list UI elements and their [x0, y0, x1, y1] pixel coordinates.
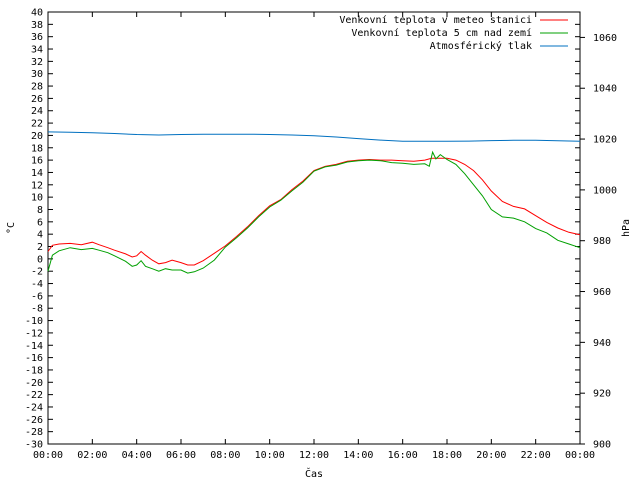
y-tick-label: 18 — [31, 143, 43, 154]
series-layer — [47, 131, 581, 274]
y-tick-label: -22 — [25, 390, 43, 401]
x-tick-label: 22:00 — [521, 450, 551, 461]
y-tick-label: -12 — [25, 328, 43, 339]
legend-label-pressure: Atmosférický tlak — [430, 40, 532, 52]
x-tick-label: 12:00 — [299, 450, 329, 461]
y2-tick-label: 1040 — [593, 84, 617, 95]
y-tick-label: -28 — [25, 427, 43, 438]
y2-tick-label: 1000 — [593, 185, 617, 196]
y-tick-label: -8 — [31, 304, 43, 315]
series-line-pressure — [47, 131, 581, 142]
y-tick-label: 38 — [31, 20, 43, 31]
y-tick-label: 36 — [31, 32, 43, 43]
legend-label-temp-station: Venkovní teplota v meteo stanici — [339, 14, 532, 26]
y-tick-label: 10 — [31, 193, 43, 204]
x-tick-label: 06:00 — [166, 450, 196, 461]
x-tick-label: 10:00 — [255, 450, 285, 461]
y2-tick-label: 1060 — [593, 33, 617, 44]
y-tick-label: 26 — [31, 94, 43, 105]
y-tick-label: -6 — [31, 291, 43, 302]
series-line-temp-ground — [47, 150, 581, 274]
y2-axis-title: hPa — [621, 219, 632, 237]
y-tick-label: -24 — [25, 402, 43, 413]
x-tick-label: 00:00 — [565, 450, 595, 461]
y-tick-label: 6 — [37, 217, 43, 228]
x-tick-label: 20:00 — [476, 450, 506, 461]
y-tick-label: -4 — [31, 279, 43, 290]
y2-tick-label: 940 — [593, 338, 611, 349]
y-tick-label: 8 — [37, 205, 43, 216]
y-tick-label: -10 — [25, 316, 43, 327]
y-tick-label: 24 — [31, 106, 43, 117]
y-tick-label: 34 — [31, 45, 43, 56]
y-tick-label: 4 — [37, 230, 43, 241]
x-tick-label: 16:00 — [388, 450, 418, 461]
y-tick-label: 32 — [31, 57, 43, 68]
y-tick-label: -2 — [31, 267, 43, 278]
y-tick-label: -18 — [25, 365, 43, 376]
legend-label-temp-ground: Venkovní teplota 5 cm nad zemí — [351, 27, 532, 39]
y-axis-title: °C — [6, 222, 17, 234]
x-axis-title: Čas — [305, 467, 323, 480]
y-tick-label: 30 — [31, 69, 43, 80]
y-tick-label: -14 — [25, 341, 43, 352]
y-tick-label: 16 — [31, 156, 43, 167]
x-tick-label: 02:00 — [77, 450, 107, 461]
x-tick-label: 18:00 — [432, 450, 462, 461]
y-tick-label: 40 — [31, 8, 43, 19]
y-tick-label: -16 — [25, 353, 43, 364]
y-tick-label: 20 — [31, 131, 43, 142]
x-tick-label: 00:00 — [33, 450, 63, 461]
x-tick-label: 14:00 — [343, 450, 373, 461]
x-tick-label: 08:00 — [210, 450, 240, 461]
x-tick-label: 04:00 — [122, 450, 152, 461]
y-tick-label: 12 — [31, 180, 43, 191]
y-tick-label: -26 — [25, 415, 43, 426]
y2-tick-label: 900 — [593, 440, 611, 451]
y2-tick-label: 1020 — [593, 135, 617, 146]
y-tick-label: 0 — [37, 254, 43, 265]
plot-frame — [47, 11, 581, 445]
y2-tick-label: 920 — [593, 389, 611, 400]
y2-tick-label: 980 — [593, 236, 611, 247]
y-tick-label: 28 — [31, 82, 43, 93]
series-line-temp-station — [47, 157, 581, 266]
y-tick-label: 2 — [37, 242, 43, 253]
ticks-layer: 4038363432302826242220181614121086420-2-… — [25, 8, 617, 462]
y-tick-label: -30 — [25, 440, 43, 451]
y-tick-label: -20 — [25, 378, 43, 389]
y-tick-label: 14 — [31, 168, 43, 179]
y2-tick-label: 960 — [593, 287, 611, 298]
legend: Venkovní teplota v meteo stanici Venkovn… — [339, 14, 568, 52]
y-tick-label: 22 — [31, 119, 43, 130]
